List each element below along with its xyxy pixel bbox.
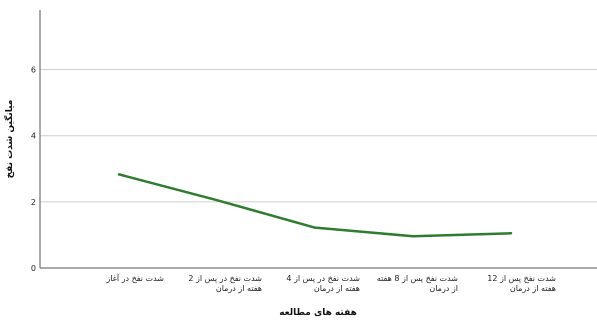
axes <box>39 10 597 269</box>
x-tick-label: شدت نفخ در پس از 4 هفته از درمان <box>286 274 360 293</box>
y-tick-label: 6 <box>31 66 36 75</box>
x-tick-label: شدت نفخ پس از 12 هفته از درمان <box>487 274 556 293</box>
y-axis-title: میانگین شدت نفخ <box>3 100 15 179</box>
y-tick-label: 0 <box>31 264 36 273</box>
tick-labels: 0 2 4 6 شدت نفخ در آغاز شدت نفخ در پس از 2 هفت… <box>31 66 556 293</box>
y-tick-label: 2 <box>31 198 36 207</box>
x-tick-label: شدت نفخ پس از 8 هفته از درمان <box>377 274 458 293</box>
series-layer <box>117 173 513 238</box>
x-tick-label: شدت نفخ در آغاز <box>105 273 164 283</box>
gridlines <box>40 69 597 203</box>
x-tick-label: شدت نفخ در پس از 2 هفته از درمان <box>188 274 262 293</box>
y-tick-label: 4 <box>31 132 36 141</box>
series-line-0 <box>117 173 513 238</box>
x-axis-title: هفته های مطالعه <box>279 308 357 318</box>
